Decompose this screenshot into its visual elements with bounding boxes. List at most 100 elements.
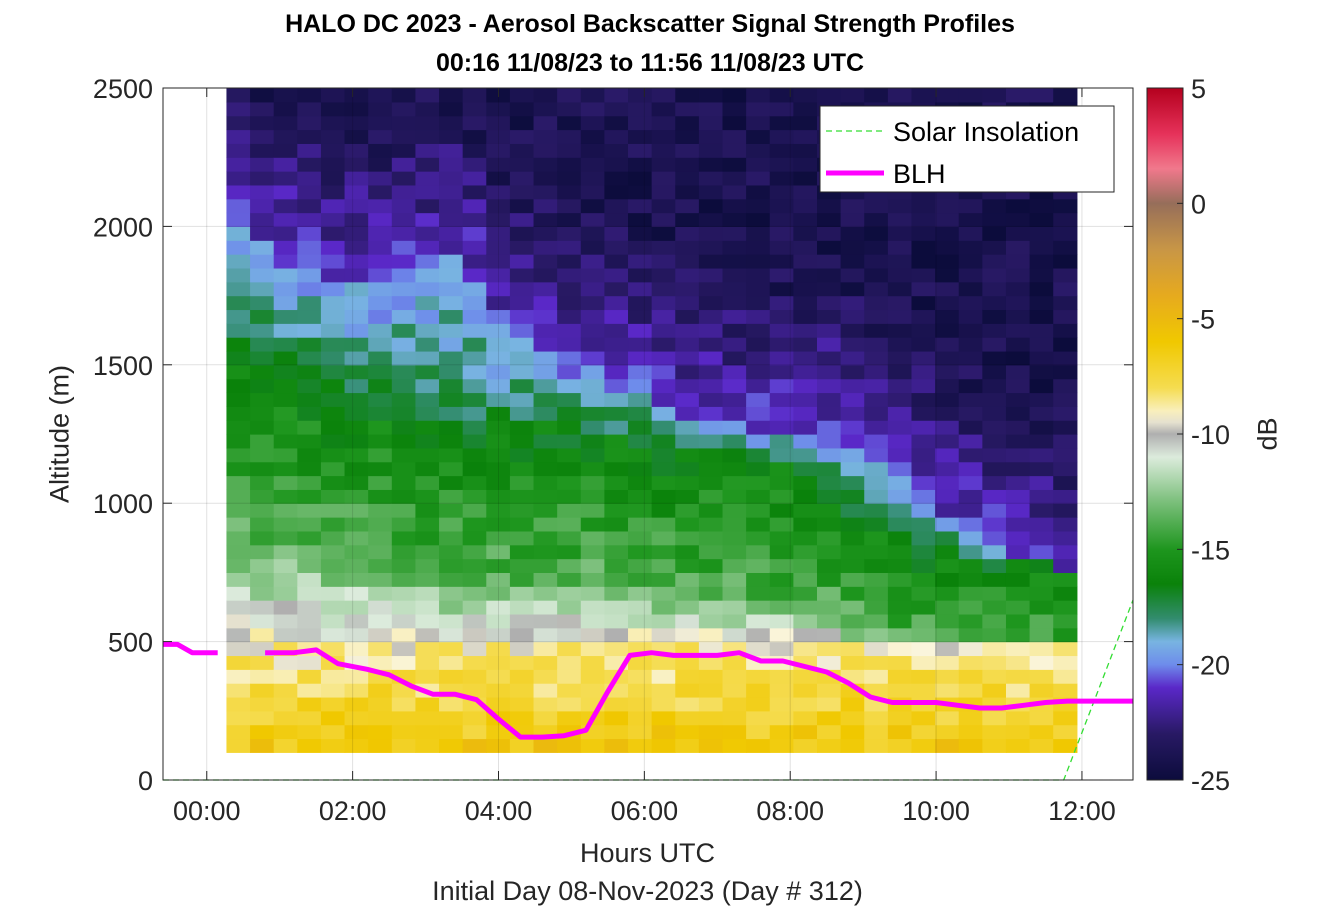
heatmap-cell — [320, 572, 346, 587]
heatmap-cell — [226, 88, 251, 103]
heatmap-cell — [1053, 281, 1078, 297]
heatmap-cell — [580, 489, 605, 504]
heatmap-cell — [273, 738, 298, 753]
heatmap-cell — [840, 572, 865, 587]
heatmap-cell — [958, 309, 983, 324]
heatmap-cell — [840, 655, 865, 670]
heatmap-cell — [344, 157, 369, 172]
heatmap-cell — [439, 295, 464, 311]
heatmap-cell — [958, 530, 983, 546]
heatmap-cell — [462, 129, 487, 144]
heatmap-cell — [911, 267, 936, 283]
heatmap-cell — [1005, 530, 1031, 546]
heatmap-cell — [439, 586, 464, 601]
heatmap-cell — [533, 420, 558, 435]
heatmap-cell — [439, 337, 464, 352]
heatmap-cell — [273, 627, 298, 643]
heatmap-cell — [580, 88, 605, 103]
heatmap-cell — [651, 434, 676, 449]
heatmap-cell — [817, 586, 842, 601]
heatmap-cell — [250, 724, 275, 740]
heatmap-cell — [628, 323, 653, 338]
y-tick-label: 1000 — [93, 489, 153, 519]
heatmap-cell — [226, 655, 251, 670]
heatmap-cell — [250, 738, 275, 753]
heatmap-cell — [557, 309, 582, 324]
heatmap-cell — [1053, 738, 1078, 753]
heatmap-cell — [580, 212, 605, 227]
heatmap-cell — [439, 627, 464, 643]
heatmap-cell — [509, 544, 535, 560]
heatmap-cell — [958, 613, 983, 629]
heatmap-cell — [1053, 503, 1078, 518]
heatmap-cell — [651, 184, 676, 200]
heatmap-cell — [675, 600, 700, 615]
heatmap-cell — [911, 198, 936, 214]
heatmap-cell — [1005, 558, 1031, 573]
heatmap-cell — [226, 143, 251, 158]
heatmap-cell — [368, 613, 393, 629]
heatmap-cell — [226, 489, 251, 504]
heatmap-cell — [746, 683, 771, 698]
heatmap-cell — [1005, 738, 1031, 753]
heatmap-cell — [344, 171, 369, 186]
heatmap-cell — [250, 295, 275, 311]
heatmap-cell — [1053, 337, 1078, 352]
heatmap-cell — [911, 724, 936, 740]
heatmap-cell — [675, 447, 700, 463]
heatmap-cell — [226, 171, 251, 186]
heatmap-cell — [344, 88, 369, 103]
heatmap-cell — [864, 420, 889, 435]
heatmap-cell — [344, 669, 369, 684]
heatmap-cell — [439, 669, 464, 684]
heatmap-cell — [533, 212, 558, 227]
heatmap-cell — [769, 530, 794, 546]
heatmap-cell — [415, 447, 440, 463]
heatmap-cell — [557, 129, 582, 144]
heatmap-cell — [533, 503, 558, 518]
heatmap-cell — [675, 655, 700, 670]
heatmap-cell — [557, 461, 582, 477]
heatmap-cell — [462, 447, 487, 463]
heatmap-cell — [226, 683, 251, 698]
heatmap-cell — [1053, 420, 1078, 435]
heatmap-cell — [439, 101, 464, 117]
heatmap-cell — [533, 558, 558, 573]
heatmap-cell — [675, 724, 700, 740]
heatmap-cell — [793, 337, 818, 352]
heatmap-cell — [439, 613, 464, 629]
heatmap-cell — [746, 240, 771, 255]
heatmap-cell — [368, 600, 393, 615]
heatmap-cell — [486, 198, 511, 214]
heatmap-cell — [320, 295, 346, 311]
heatmap-cell — [982, 461, 1007, 477]
heatmap-cell — [320, 309, 346, 324]
heatmap-cell — [958, 240, 983, 255]
heatmap-cell — [651, 295, 676, 311]
heatmap-cell — [273, 586, 298, 601]
heatmap-cell — [344, 226, 369, 241]
heatmap-cell — [297, 517, 322, 532]
heatmap-cell — [769, 600, 794, 615]
heatmap-cell — [887, 406, 913, 421]
heatmap-cell — [250, 627, 275, 643]
heatmap-cell — [250, 586, 275, 601]
heatmap-cell — [533, 184, 558, 200]
heatmap-cell — [675, 710, 700, 726]
heatmap-cell — [1053, 323, 1078, 338]
heatmap-cell — [793, 572, 818, 587]
heatmap-cell — [722, 254, 747, 269]
heatmap-cell — [273, 517, 298, 532]
heatmap-cell — [439, 447, 464, 463]
y-tick-label: 500 — [108, 628, 153, 658]
heatmap-cell — [840, 558, 865, 573]
heatmap-cell — [1005, 198, 1031, 214]
heatmap-cell — [746, 281, 771, 297]
heatmap-cell — [651, 364, 676, 380]
heatmap-cell — [509, 683, 535, 698]
heatmap-cell — [509, 600, 535, 615]
heatmap-cell — [439, 406, 464, 421]
heatmap-cell — [651, 171, 676, 186]
heatmap-cell — [320, 337, 346, 352]
heatmap-cell — [722, 309, 747, 324]
